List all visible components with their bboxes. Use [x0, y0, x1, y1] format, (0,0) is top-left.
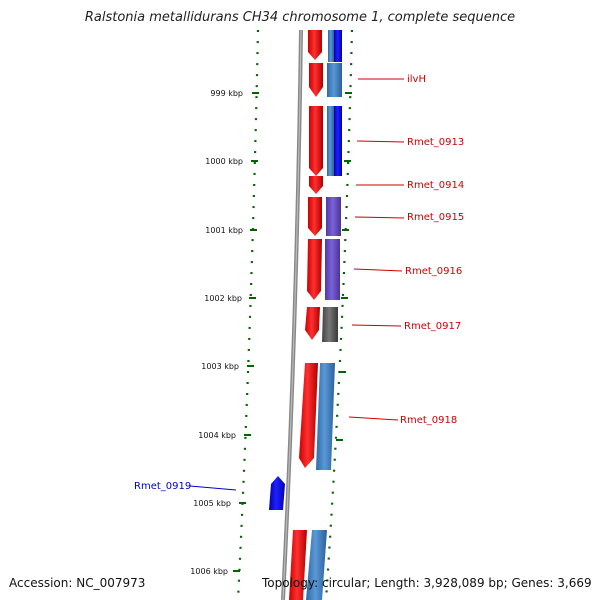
- accession-text: Accession: NC_007973: [9, 576, 146, 590]
- scale-label: 1004 kbp: [198, 431, 236, 440]
- map-title: Ralstonia metallidurans CH34 chromosome …: [84, 10, 516, 25]
- scale-label: 1001 kbp: [205, 226, 243, 235]
- gene-arrow: [308, 30, 322, 60]
- scale-label: 1006 kbp: [190, 567, 228, 576]
- scale-label: 1003 kbp: [201, 362, 239, 371]
- gene-label-rmet-0913: Rmet_0913: [407, 137, 464, 148]
- outer-dotted-track: [324, 29, 354, 600]
- topology-summary: Topology: circular; Length: 3,928,089 bp…: [262, 576, 592, 590]
- label-leader-lines: [189, 78, 405, 491]
- feature-bars: [269, 30, 342, 600]
- gene-label-rmet-0914: Rmet_0914: [407, 180, 464, 191]
- gene-arrow: [308, 197, 322, 236]
- inner-dotted-track: [236, 29, 260, 600]
- scale-label: 1002 kbp: [204, 294, 242, 303]
- chromosome-backbone: [281, 29, 303, 600]
- outer-ticks: [336, 92, 352, 441]
- gene-arrow-rmet-0919: [269, 476, 285, 510]
- gene-arrow: [305, 307, 320, 340]
- scale-ticks: [233, 92, 259, 572]
- scale-label: 999 kbp: [210, 89, 243, 98]
- scale-label: 1005 kbp: [193, 499, 231, 508]
- scale-label: 1000 kbp: [205, 157, 243, 166]
- gene-label-ilvh: ilvH: [407, 74, 426, 85]
- gene-label-rmet-0915: Rmet_0915: [407, 212, 464, 223]
- gene-arrow: [309, 106, 323, 176]
- forward-genes: [289, 30, 323, 600]
- gene-arrow: [299, 363, 318, 468]
- gene-label-rmet-0918: Rmet_0918: [400, 415, 457, 426]
- gene-arrow: [307, 239, 322, 300]
- gene-label-rmet-0916: Rmet_0916: [405, 266, 462, 277]
- gene-label-rmet-0919: Rmet_0919: [134, 481, 191, 492]
- gene-label-rmet-0917: Rmet_0917: [404, 321, 461, 332]
- gene-arrow: [309, 176, 323, 194]
- gene-arrow: [309, 63, 323, 97]
